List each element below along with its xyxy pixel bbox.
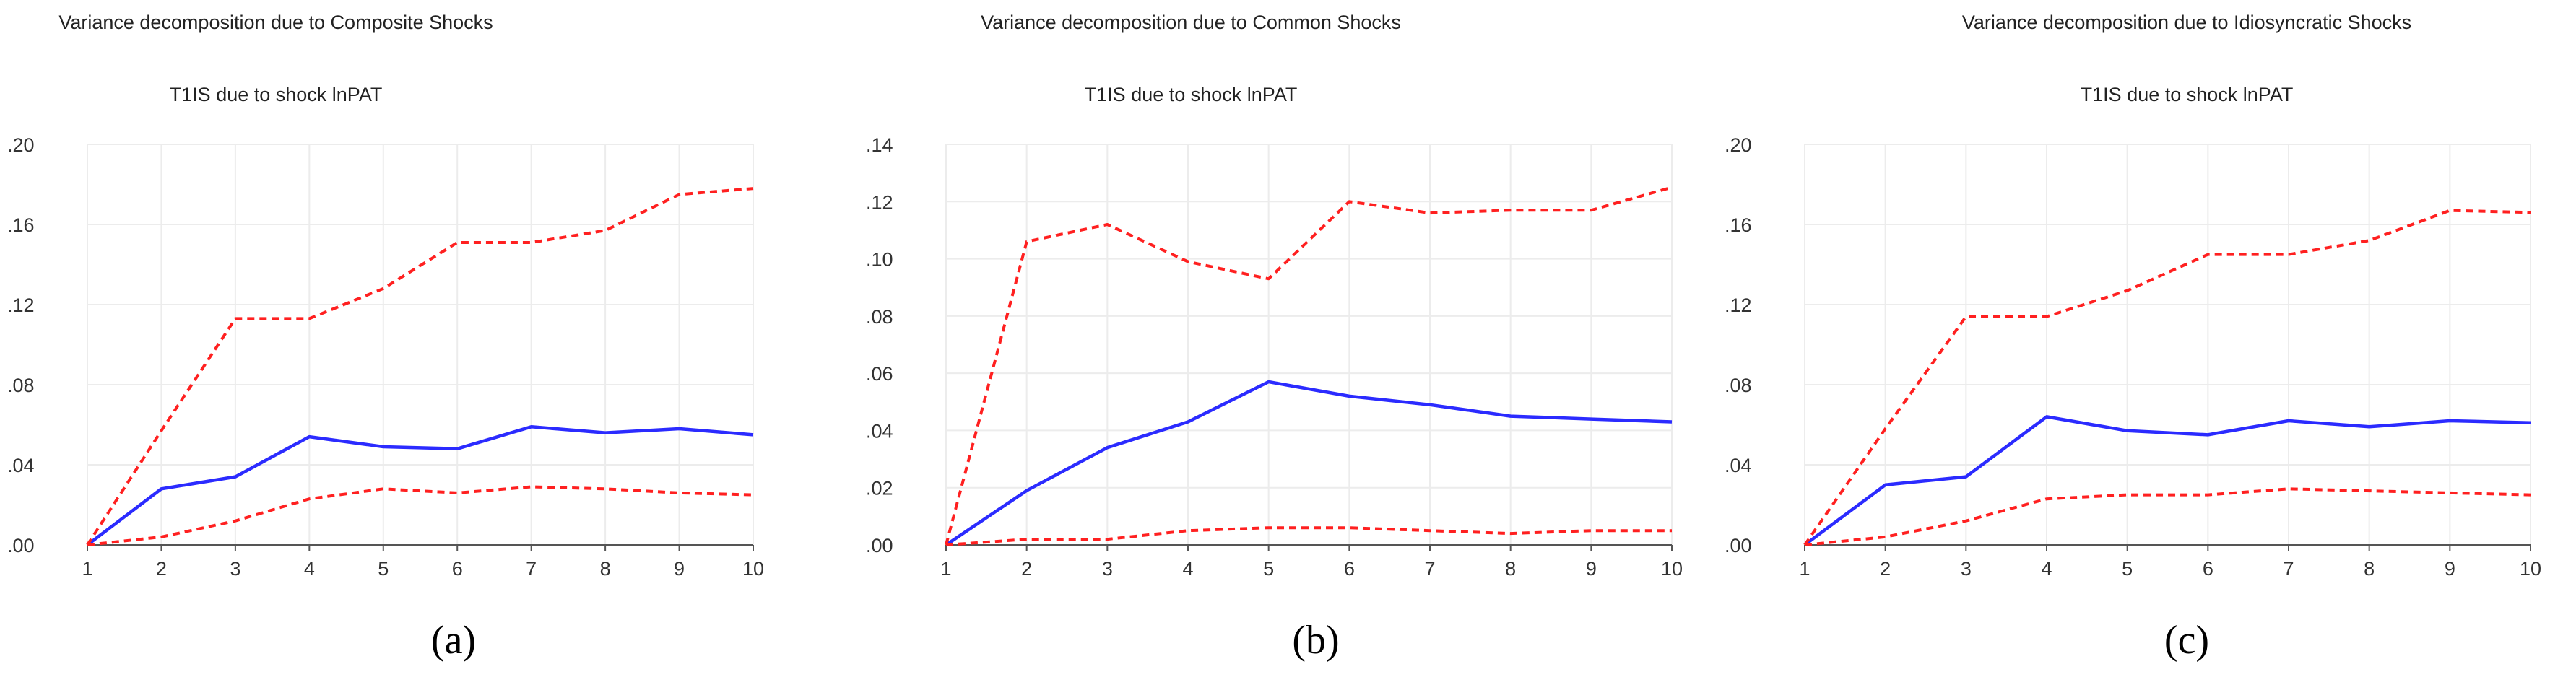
- y-tick-label: .08: [7, 375, 35, 396]
- x-tick-label: 8: [2364, 558, 2375, 580]
- figure-caption: (c): [2164, 618, 2209, 663]
- y-tick-label: .02: [866, 478, 893, 499]
- x-tick-label: 2: [1880, 558, 1891, 580]
- plot-area: .00 .04 .08 .12 .16 .20 1 2 3 4 5 6 7 8 9 10: [1725, 134, 2541, 580]
- x-tick-label: 3: [1961, 558, 1972, 580]
- series-line-estimate: [1803, 415, 2531, 546]
- x-tick-label: 1: [1799, 558, 1810, 580]
- x-tick-label: 5: [2122, 558, 2133, 580]
- x-tick-label: 10: [2520, 558, 2541, 580]
- x-tick-label: 9: [674, 558, 685, 580]
- x-tick-label: 6: [452, 558, 463, 580]
- y-tick-label: .16: [1725, 214, 1752, 236]
- chart-title: Variance decomposition due to Composite …: [58, 12, 493, 33]
- y-tick-label: .16: [7, 214, 35, 236]
- y-tick-label: .14: [866, 134, 893, 156]
- x-tick-label: 9: [2445, 558, 2455, 580]
- plot-area: .00 .02 .04 .06 .08 .10 .12 .14 1 2 3 4 5 6 7 8 9 10: [866, 134, 1683, 580]
- figure-caption: (b): [1292, 618, 1339, 663]
- chart-a: Variance decomposition due to Composite …: [7, 12, 764, 663]
- x-tick-label: 9: [1586, 558, 1597, 580]
- y-tick-label: .08: [866, 306, 893, 328]
- series-line-upper: [1803, 209, 2531, 546]
- series-line-estimate: [86, 425, 754, 546]
- x-tick-label: 6: [2203, 558, 2213, 580]
- y-tick-label: .10: [866, 249, 893, 271]
- x-tick-label: 6: [1344, 558, 1355, 580]
- y-tick-label: .00: [1725, 535, 1752, 556]
- chart-subtitle: T1IS due to shock lnPAT: [170, 84, 383, 105]
- y-tick-label: .12: [1725, 294, 1752, 316]
- y-tick-label: .08: [1725, 375, 1752, 396]
- x-tick-label: 10: [1661, 558, 1683, 580]
- x-tick-label: 4: [1182, 558, 1193, 580]
- chart-panel-a: Variance decomposition due to Composite …: [0, 0, 859, 677]
- chart-title: Variance decomposition due to Common Sho…: [981, 12, 1401, 33]
- x-tick-label: 4: [2041, 558, 2052, 580]
- chart-subtitle: T1IS due to shock lnPAT: [1085, 84, 1298, 105]
- x-tick-label: 8: [1505, 558, 1516, 580]
- x-tick-label: 2: [1021, 558, 1032, 580]
- y-tick-label: .12: [7, 294, 35, 316]
- x-tick-label: 3: [230, 558, 240, 580]
- y-tick-label: .04: [866, 420, 893, 442]
- figure-caption: (a): [431, 618, 476, 663]
- series-line-lower: [1804, 487, 2531, 546]
- series-line-lower: [945, 526, 1672, 546]
- x-tick-label: 7: [1424, 558, 1435, 580]
- y-tick-label: .04: [1725, 455, 1752, 476]
- x-tick-label: 1: [940, 558, 951, 580]
- x-tick-label: 3: [1102, 558, 1113, 580]
- y-tick-label: .00: [866, 535, 893, 556]
- series-line-upper: [945, 185, 1673, 546]
- x-tick-label: 5: [378, 558, 389, 580]
- y-tick-label: .20: [1725, 134, 1752, 156]
- x-tick-label: 10: [742, 558, 764, 580]
- chart-panel-c: Variance decomposition due to Idiosyncra…: [1717, 0, 2576, 677]
- chart-b: Variance decomposition due to Common Sho…: [866, 12, 1683, 663]
- plot-area: .00 .04 .08 .12 .16 .20 1 2 3 4 5 6 7 8 9 10: [7, 134, 764, 580]
- x-tick-label: 7: [526, 558, 537, 580]
- x-tick-label: 2: [156, 558, 167, 580]
- y-tick-label: .12: [866, 191, 893, 213]
- x-tick-label: 7: [2283, 558, 2294, 580]
- y-tick-label: .04: [7, 455, 35, 476]
- x-tick-label: 1: [82, 558, 92, 580]
- chart-panel-b: Variance decomposition due to Common Sho…: [859, 0, 1717, 677]
- series-line-lower: [87, 485, 754, 546]
- series-line-estimate: [945, 380, 1673, 546]
- y-tick-label: .06: [866, 363, 893, 385]
- chart-title: Variance decomposition due to Idiosyncra…: [1962, 12, 2411, 33]
- x-tick-label: 8: [600, 558, 611, 580]
- chart-c: Variance decomposition due to Idiosyncra…: [1725, 12, 2541, 663]
- x-tick-label: 5: [1263, 558, 1274, 580]
- chart-subtitle: T1IS due to shock lnPAT: [2081, 84, 2294, 105]
- y-tick-label: .20: [7, 134, 35, 156]
- y-tick-label: .00: [7, 535, 35, 556]
- series-line-upper: [86, 187, 754, 546]
- x-tick-label: 4: [304, 558, 315, 580]
